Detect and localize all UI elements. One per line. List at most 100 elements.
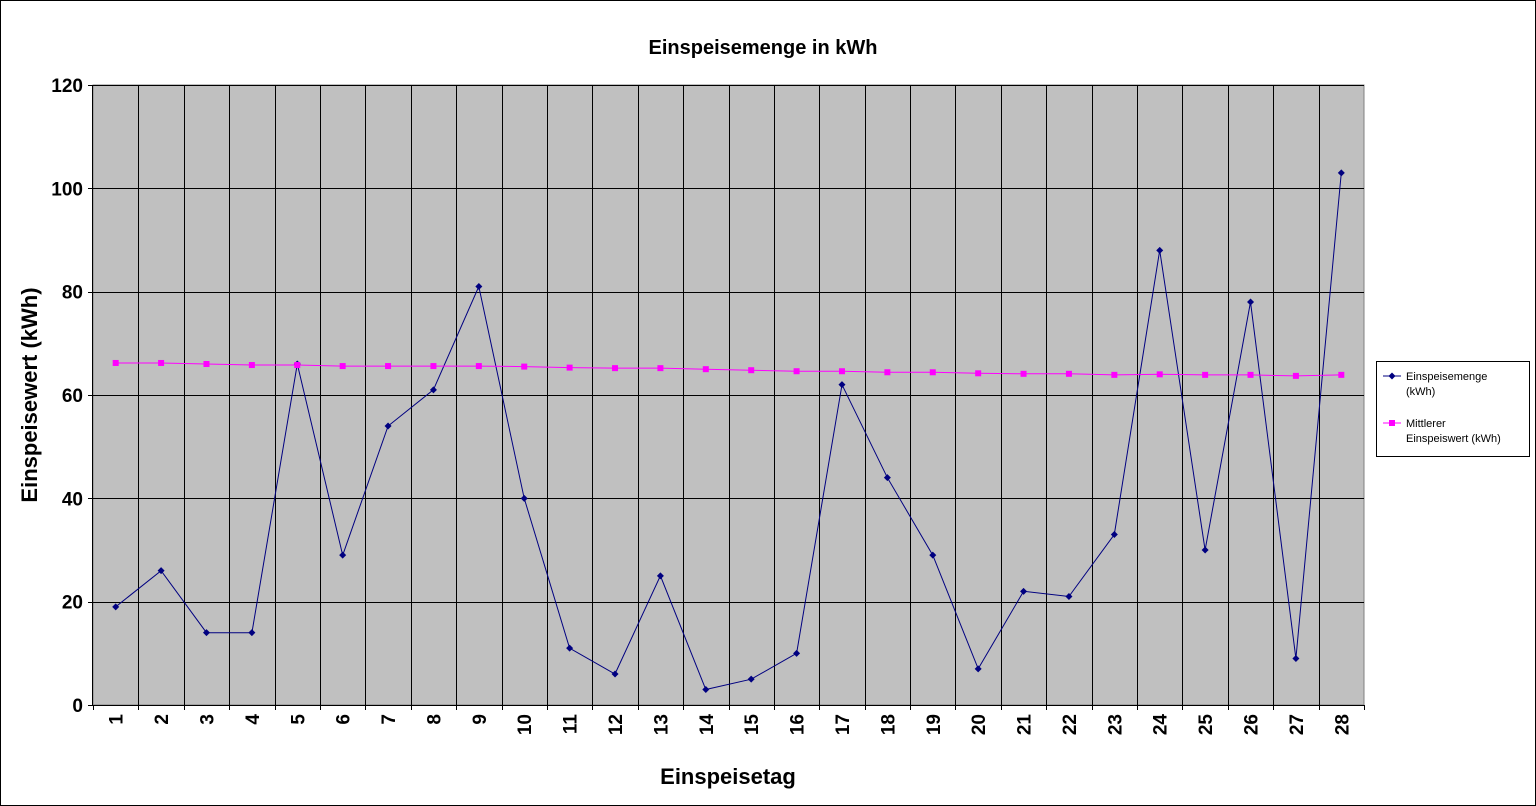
series-line (115, 362, 1342, 377)
data-point (248, 629, 256, 637)
x-tick-label: 17 (833, 714, 854, 735)
x-tick-label: 28 (1332, 714, 1353, 735)
y-tick-label: 120 (51, 76, 83, 97)
data-point (1065, 370, 1072, 377)
data-point (1201, 546, 1209, 554)
data-point (611, 670, 619, 678)
data-point (248, 362, 255, 369)
x-tick-label: 5 (288, 714, 309, 725)
series-layer (112, 169, 1345, 693)
data-point (656, 572, 664, 580)
data-point (1065, 593, 1073, 600)
data-point (1338, 371, 1345, 378)
data-point (838, 368, 845, 375)
x-tick-label: 4 (243, 714, 264, 725)
data-point (929, 369, 936, 376)
data-point (929, 551, 937, 559)
legend-box (1376, 361, 1530, 457)
legend: Einspeisemenge (kWh) Mittlerer Einspeiswert… (1376, 361, 1530, 457)
data-point (157, 567, 165, 575)
chart-title: Einspeisemenge in kWh (649, 37, 878, 59)
x-tick-label: 22 (1060, 714, 1081, 735)
x-tick-label: 10 (515, 714, 536, 735)
y-axis-title: Einspeisewert (kWh) (17, 287, 42, 502)
x-tick-labels: 1 2 3 4 5 6 7 8 9 10 11 12 13 14 15 16 17 18 19 20 21 22 23 24 2… (107, 714, 1354, 736)
data-point (1292, 655, 1300, 662)
x-tick-label: 12 (606, 714, 627, 735)
y-tick-label: 100 (51, 179, 83, 200)
x-tick-label: 16 (788, 714, 809, 735)
y-tick-label: 40 (62, 489, 83, 510)
legend-label: Einspeisemenge (1406, 371, 1487, 383)
data-point (1020, 587, 1028, 595)
x-tick-label: 6 (334, 714, 355, 725)
data-point (1292, 372, 1299, 379)
y-tick-labels: 0 20 40 60 80 100 120 (51, 76, 83, 717)
x-axis-title: Einspeisetag (660, 764, 796, 789)
x-tick-label: 13 (651, 714, 672, 735)
data-point (158, 359, 165, 366)
data-point (1337, 169, 1345, 177)
data-point (657, 365, 664, 372)
x-tick-label: 26 (1242, 714, 1263, 735)
x-tick-label: 1 (107, 714, 128, 725)
data-point (384, 422, 392, 430)
data-point (566, 364, 573, 371)
data-point (838, 381, 846, 389)
data-point (1247, 298, 1255, 306)
x-tick-label: 8 (424, 714, 445, 725)
y-tick-label: 20 (62, 593, 83, 614)
x-tick-label: 23 (1105, 714, 1126, 735)
data-point (203, 361, 210, 367)
grid-layer (93, 85, 1364, 705)
data-point (702, 686, 710, 693)
x-tick-label: 7 (379, 714, 400, 725)
series-line (115, 172, 1342, 691)
data-point (202, 629, 210, 637)
legend-label: Mittlerer (1406, 418, 1446, 430)
data-point (385, 363, 392, 370)
data-point (112, 359, 119, 366)
x-tick-label: 25 (1196, 714, 1217, 736)
data-point (1020, 370, 1027, 377)
data-point (1156, 246, 1164, 254)
data-point (339, 363, 346, 370)
data-point (975, 370, 982, 377)
data-point (112, 603, 120, 611)
x-tick-label: 27 (1287, 714, 1308, 735)
data-point (1202, 371, 1209, 378)
x-tick-label: 21 (1015, 714, 1036, 736)
data-point (883, 474, 891, 482)
data-point (1111, 371, 1118, 378)
data-point (294, 362, 301, 369)
data-point (793, 649, 801, 657)
data-point (1156, 371, 1163, 378)
x-tick-label: 15 (742, 714, 763, 736)
x-tick-label: 24 (1151, 714, 1172, 736)
legend-entry: Einspeisemenge (kWh) (1383, 371, 1487, 398)
legend-label: (kWh) (1406, 386, 1435, 398)
data-point (702, 366, 709, 373)
x-tick-label: 18 (878, 714, 899, 735)
data-point (429, 386, 437, 394)
data-point (521, 363, 528, 370)
x-tick-label: 20 (969, 714, 990, 735)
data-point (475, 283, 483, 290)
data-point (612, 365, 619, 372)
data-point (1247, 371, 1254, 378)
x-tick-label: 19 (924, 714, 945, 735)
data-point (566, 644, 574, 652)
x-tick-label: 2 (152, 714, 173, 725)
y-tick-label: 80 (62, 283, 83, 304)
data-point (748, 367, 755, 374)
x-tick-label: 3 (197, 714, 218, 725)
legend-label: Einspeiswert (kWh) (1406, 433, 1501, 445)
data-point (520, 494, 528, 502)
x-tick-label: 14 (697, 714, 718, 736)
x-tick-label: 9 (470, 714, 491, 725)
data-point (884, 369, 891, 376)
data-point (747, 675, 755, 683)
legend-entry: Mittlerer Einspeiswert (kWh) (1383, 418, 1501, 445)
